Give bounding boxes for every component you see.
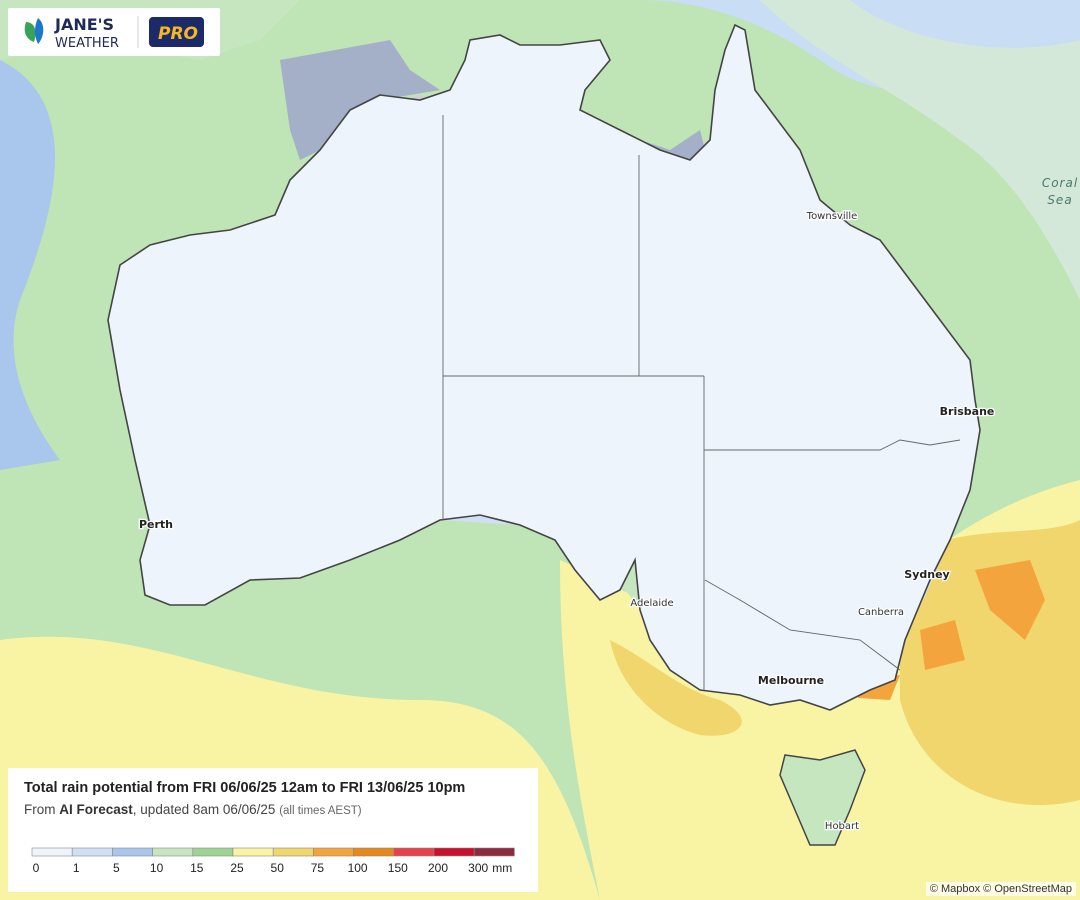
state-borders xyxy=(442,115,961,690)
scale-label: 75 xyxy=(311,861,325,875)
logo-leaf xyxy=(24,22,36,42)
scale-label: 5 xyxy=(113,861,120,875)
scale-swatch xyxy=(313,847,354,857)
city-label: Sydney xyxy=(904,568,949,581)
scale-label: 50 xyxy=(271,861,285,875)
scale-label: 10 xyxy=(150,861,164,875)
scale-swatch xyxy=(393,847,435,857)
city-label: Canberra xyxy=(858,607,904,618)
land xyxy=(779,749,866,846)
attribution[interactable]: © Mapbox © OpenStreetMap xyxy=(925,882,1076,896)
sea-label: Sea xyxy=(1047,193,1072,207)
scale-swatch xyxy=(433,847,475,857)
sea-label: Coral xyxy=(1042,176,1078,190)
scale-label: 25 xyxy=(230,861,244,875)
scale-label: 200 xyxy=(428,861,448,875)
pro-badge xyxy=(149,17,204,47)
scale-swatch xyxy=(353,847,395,857)
text: , updated 8am 06/06/25 xyxy=(132,802,276,817)
scale-swatch xyxy=(192,847,234,857)
logo-graphic: JANE'S WEATHER PRO xyxy=(24,15,204,51)
scale-label: 0 xyxy=(33,861,40,875)
rain-zone xyxy=(858,560,1045,700)
city-label: Perth xyxy=(139,518,173,531)
city-label: Townsville xyxy=(806,211,858,222)
scale-label: 100 xyxy=(348,861,368,875)
color-scale: 0 1 5 10 15 25 50 75 100 150 200 300 mm xyxy=(31,847,515,875)
scale-swatch xyxy=(152,847,194,857)
legend-subtitle: From AI Forecast, updated 8am 06/06/25 (… xyxy=(24,802,362,817)
rain-zone xyxy=(610,640,742,736)
rain-zone xyxy=(280,40,710,180)
logo-text: WEATHER xyxy=(55,36,119,51)
rain-zone xyxy=(760,0,1080,300)
source: AI Forecast xyxy=(59,802,133,817)
scale-label: 1 xyxy=(73,861,80,875)
logo-text: JANE'S xyxy=(54,15,114,34)
logo-leaf xyxy=(35,18,44,44)
city-label: Hobart xyxy=(825,821,859,832)
scale-swatch xyxy=(232,847,274,857)
scale-label: 15 xyxy=(190,861,204,875)
legend: Total rain potential from FRI 06/06/25 1… xyxy=(8,768,538,892)
scale-swatch xyxy=(112,847,153,857)
rain-zone xyxy=(0,60,60,470)
scale-swatch xyxy=(71,847,113,857)
city-label: Melbourne xyxy=(758,674,824,687)
scale-label: 300 xyxy=(468,861,488,875)
scale-swatch xyxy=(473,847,515,857)
text: From xyxy=(24,802,56,817)
logo[interactable]: JANE'S WEATHER PRO xyxy=(8,8,220,56)
note: (all times AEST) xyxy=(279,805,362,817)
city-label: Brisbane xyxy=(940,405,995,418)
scale-label: 150 xyxy=(388,861,408,875)
legend-title: Total rain potential from FRI 06/06/25 1… xyxy=(24,780,466,796)
scale-unit: mm xyxy=(492,861,512,875)
pro-text: PRO xyxy=(158,24,198,44)
scale-swatch xyxy=(272,847,314,857)
scale-swatch xyxy=(31,847,73,857)
city-label: Adelaide xyxy=(630,598,673,609)
border-line xyxy=(442,115,961,690)
